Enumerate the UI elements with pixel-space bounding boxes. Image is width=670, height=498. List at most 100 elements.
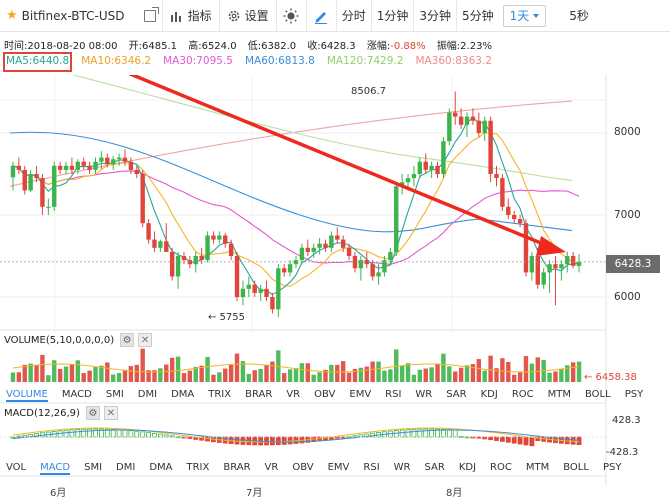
- macd-tab-dmi[interactable]: DMI: [116, 462, 136, 473]
- volume-bar: [429, 367, 434, 382]
- volume-bar: [559, 368, 564, 382]
- volume-bar: [193, 366, 198, 382]
- volume-tab-volume[interactable]: VOLUME: [6, 389, 48, 402]
- theme-toggle-button[interactable]: [277, 0, 307, 32]
- volume-tab-rsi[interactable]: RSI: [385, 389, 402, 400]
- macd-bar: [499, 436, 505, 442]
- macd-tab-brar[interactable]: BRAR: [223, 462, 251, 473]
- macd-tab-sar[interactable]: SAR: [424, 462, 445, 473]
- macd-title: MACD(12,26,9): [4, 407, 80, 419]
- period-separator: [455, 0, 457, 32]
- volume-bar: [57, 368, 63, 382]
- candle-body: [464, 116, 470, 125]
- volume-tab-roc[interactable]: ROC: [511, 389, 534, 400]
- volume-tab-emv[interactable]: EMV: [349, 389, 372, 400]
- candle-body: [175, 256, 181, 277]
- draw-tool-button[interactable]: [307, 0, 337, 32]
- ma5-highlight-box: [3, 52, 72, 72]
- macd-tab-emv[interactable]: EMV: [327, 462, 350, 473]
- macd-tab-psy[interactable]: PSY: [602, 462, 622, 473]
- macd-bar: [423, 428, 429, 438]
- settings-button[interactable]: 设置: [220, 0, 277, 32]
- volume-bar: [258, 368, 263, 382]
- macd-close-icon[interactable]: ✕: [103, 406, 118, 420]
- volume-bar: [199, 365, 204, 382]
- macd-tab-smi[interactable]: SMI: [84, 462, 103, 473]
- volume-bar: [405, 363, 411, 382]
- volume-tab-kdj[interactable]: KDJ: [480, 389, 498, 400]
- info-change-label: 涨幅:: [366, 41, 391, 52]
- volume-bar: [264, 365, 269, 382]
- volume-tab-brar[interactable]: BRAR: [245, 389, 273, 400]
- macd-tab-mtm[interactable]: MTM: [525, 462, 550, 473]
- period-3[interactable]: 3分钟: [419, 9, 451, 23]
- macd-tab-dma[interactable]: DMA: [149, 462, 173, 473]
- period-separator: [413, 0, 415, 32]
- volume-tab-boll[interactable]: BOLL: [585, 389, 611, 400]
- volume-settings-icon[interactable]: ⚙: [120, 333, 135, 347]
- candle-body: [87, 165, 92, 170]
- macd-tab-vr[interactable]: VR: [264, 462, 279, 473]
- candle-body: [246, 284, 252, 289]
- chart-toolbar: ★ Bitfinex-BTC-USD 指标 设置 分时 1分钟 3分钟 5分钟 …: [0, 0, 670, 32]
- candle-body: [99, 157, 104, 162]
- price-tick-6000: 6000: [614, 291, 641, 303]
- volume-bar: [146, 370, 151, 382]
- candle-body: [122, 157, 128, 162]
- volume-bar: [511, 374, 517, 382]
- macd-tab-kdj[interactable]: KDJ: [458, 462, 477, 473]
- volume-bar: [116, 373, 122, 382]
- star-icon[interactable]: ★: [6, 8, 18, 23]
- volume-tab-sar[interactable]: SAR: [446, 389, 467, 400]
- volume-bar: [323, 369, 328, 382]
- volume-tab-smi[interactable]: SMI: [105, 389, 124, 400]
- candle-body: [329, 235, 334, 248]
- period-2[interactable]: 1分钟: [376, 9, 409, 23]
- candle-body: [110, 159, 116, 165]
- volume-tab-vr[interactable]: VR: [286, 389, 301, 400]
- volume-close-icon[interactable]: ✕: [138, 333, 153, 347]
- macd-bar: [446, 429, 452, 438]
- macd-tab-trix[interactable]: TRIX: [186, 462, 210, 473]
- candle-body: [411, 174, 417, 179]
- ma120-line: [71, 75, 573, 182]
- candle-body: [270, 297, 275, 310]
- volume-tab-mtm[interactable]: MTM: [547, 389, 571, 400]
- candle-body: [376, 272, 381, 277]
- macd-tab-wr[interactable]: WR: [393, 462, 411, 473]
- volume-tab-psy[interactable]: PSY: [624, 389, 644, 400]
- price-chart[interactable]: [0, 75, 670, 485]
- period-5s[interactable]: 5秒: [569, 9, 589, 23]
- volume-tab-dmi[interactable]: DMI: [137, 389, 158, 400]
- candle-body: [506, 206, 511, 215]
- macd-tab-macd[interactable]: MACD: [40, 462, 71, 475]
- symbol-selector[interactable]: ★ Bitfinex-BTC-USD: [0, 0, 163, 32]
- volume-tab-macd[interactable]: MACD: [61, 389, 92, 400]
- macd-tab-vol[interactable]: VOL: [6, 462, 27, 473]
- macd-tab-boll[interactable]: BOLL: [563, 462, 589, 473]
- volume-tab-dma[interactable]: DMA: [171, 389, 195, 400]
- candle-body: [234, 256, 240, 297]
- volume-tab-obv[interactable]: OBV: [314, 389, 336, 400]
- volume-bar: [105, 362, 110, 382]
- period-1[interactable]: 分时: [341, 9, 366, 23]
- candle-body: [453, 112, 458, 117]
- macd-bar: [511, 436, 517, 444]
- candle-body: [576, 261, 582, 266]
- macd-settings-icon[interactable]: ⚙: [85, 406, 100, 420]
- macd-tab-obv[interactable]: OBV: [292, 462, 314, 473]
- macd-tab-roc[interactable]: ROC: [490, 462, 512, 473]
- copy-icon[interactable]: [143, 6, 159, 22]
- volume-tab-trix[interactable]: TRIX: [208, 389, 232, 400]
- indicators-button[interactable]: 指标: [163, 0, 220, 32]
- macd-tab-rsi[interactable]: RSI: [363, 462, 380, 473]
- candle-body: [482, 120, 487, 133]
- price-tick-8000: 8000: [614, 126, 641, 138]
- indicator-tabs-volume: VOLUME MACD SMI DMI DMA TRIX BRAR VR OBV EMV RSI WR…: [6, 389, 657, 402]
- volume-tab-wr[interactable]: WR: [415, 389, 433, 400]
- volume-bar: [169, 357, 175, 382]
- info-time: 时间:2018-08-20 08:00: [4, 41, 118, 52]
- active-period-dropdown[interactable]: 1天: [502, 4, 547, 27]
- period-4[interactable]: 5分钟: [461, 9, 494, 23]
- volume-bar: [523, 356, 529, 382]
